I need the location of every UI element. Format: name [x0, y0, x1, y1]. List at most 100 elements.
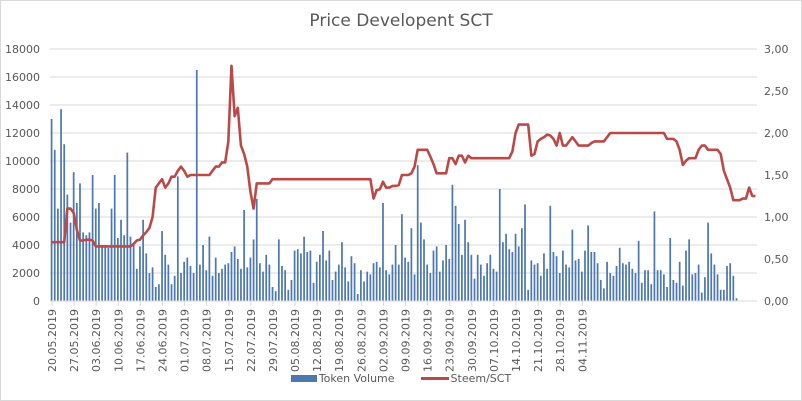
bar	[98, 203, 100, 301]
bar	[726, 266, 728, 301]
bar	[50, 119, 53, 301]
y-axis-left: 0 2000 4000 6000 8000 10000 12000 14000 16000 180…	[5, 43, 40, 308]
bar	[350, 256, 353, 301]
bar	[426, 264, 429, 301]
bar	[91, 175, 94, 301]
bar	[675, 282, 678, 301]
x-tick-label: 10.06.2019	[112, 309, 125, 372]
bar	[612, 275, 615, 301]
x-tick-label: 09.09.2019	[400, 309, 413, 372]
bar	[394, 245, 397, 301]
bar	[202, 245, 204, 301]
bar	[429, 273, 432, 301]
bar	[502, 242, 504, 301]
bar	[265, 254, 268, 301]
bar	[407, 261, 410, 301]
legend-item-steem-sct: Steem/SCT	[420, 372, 512, 385]
legend-swatch-bar	[290, 375, 317, 382]
bar	[347, 281, 350, 301]
bar	[164, 254, 167, 301]
bar	[79, 183, 81, 301]
bar	[176, 176, 179, 301]
bar	[555, 256, 558, 301]
bar	[442, 260, 444, 301]
bar	[230, 252, 233, 301]
bar	[331, 280, 334, 301]
x-tick-label: 03.06.2019	[90, 309, 103, 372]
bar	[173, 275, 176, 301]
bar	[66, 194, 69, 301]
bar	[277, 239, 280, 301]
bar	[625, 264, 627, 301]
bar	[366, 271, 369, 301]
y-right-tick-label: 1,50	[764, 169, 789, 182]
bar	[328, 250, 331, 301]
y-right-tick-label: 0,50	[764, 253, 789, 266]
bar	[562, 250, 564, 301]
bar	[224, 264, 227, 301]
bar	[104, 245, 107, 301]
bar	[590, 252, 593, 301]
bar	[214, 257, 217, 301]
bar	[685, 250, 687, 301]
y-left-tick-label: 0	[33, 295, 40, 308]
bar	[57, 208, 59, 301]
bar	[454, 205, 457, 301]
bar	[120, 219, 122, 301]
x-tick-label: 02.09.2019	[377, 309, 390, 372]
bar	[369, 274, 372, 301]
bar	[524, 204, 526, 301]
bar	[505, 233, 507, 301]
bar	[233, 246, 236, 301]
x-tick-label: 19.08.2019	[333, 309, 346, 372]
bar	[145, 253, 148, 301]
y-left-tick-label: 12000	[5, 127, 40, 140]
bar	[353, 263, 356, 301]
bar	[423, 239, 425, 301]
bar	[221, 268, 223, 301]
bar	[161, 231, 163, 301]
x-tick-label: 05.08.2019	[289, 309, 302, 372]
bar	[142, 219, 144, 301]
y-left-tick-label: 10000	[5, 155, 40, 168]
bar	[72, 172, 75, 301]
bar	[438, 271, 441, 301]
x-tick-label: 04.11.2019	[576, 309, 589, 372]
bar	[631, 268, 634, 301]
bar	[337, 264, 340, 301]
bar	[385, 270, 388, 301]
bar	[584, 250, 586, 301]
bar	[132, 245, 135, 301]
bar	[549, 205, 552, 301]
bar	[148, 273, 151, 301]
bar	[126, 152, 129, 301]
bar	[495, 271, 498, 301]
bar	[568, 267, 571, 301]
bar	[704, 277, 706, 301]
bar	[192, 273, 195, 301]
bar	[656, 270, 659, 301]
bar	[388, 274, 391, 301]
y-right-tick-label: 3,00	[764, 43, 789, 56]
bar	[640, 282, 643, 301]
bar	[246, 267, 249, 301]
bar	[615, 266, 618, 301]
bar	[378, 267, 381, 301]
x-tick-label: 07.10.2019	[488, 309, 501, 372]
bar	[722, 289, 725, 301]
x-tick-label: 08.07.2019	[201, 309, 214, 372]
bar	[88, 232, 91, 301]
bar	[511, 252, 514, 301]
bar	[435, 246, 438, 301]
bar	[707, 222, 709, 301]
gridlines	[50, 48, 757, 274]
bar	[520, 228, 523, 301]
bar	[322, 231, 324, 301]
bar	[262, 271, 264, 301]
bar	[719, 289, 722, 301]
bar	[110, 208, 113, 301]
x-tick-label: 22.07.2019	[245, 309, 258, 372]
legend-label-steem-sct: Steem/SCT	[450, 372, 512, 385]
bar	[461, 254, 463, 301]
